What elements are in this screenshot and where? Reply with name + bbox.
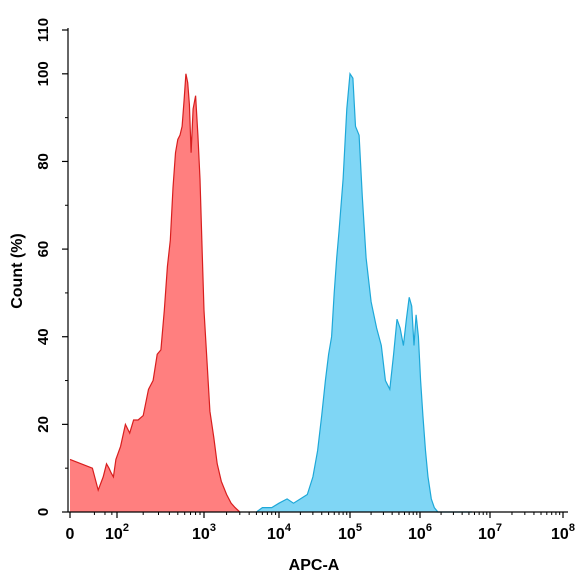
y-tick-label: 110 — [35, 18, 52, 42]
y-tick-label: 20 — [35, 416, 52, 433]
y-axis-title: Count (%) — [9, 233, 26, 309]
x-tick-label: 103 — [192, 522, 216, 543]
x-axis-title: APC-A — [289, 557, 340, 574]
series-2-area — [256, 73, 472, 513]
x-tick-label: 104 — [267, 522, 292, 543]
series-1-area — [70, 73, 240, 513]
y-tick-label: 60 — [35, 241, 52, 258]
y-tick-label: 80 — [35, 153, 52, 170]
x-tick-label: 106 — [408, 522, 432, 543]
series-1-line — [69, 73, 241, 513]
x-tick-label: 0 — [66, 526, 75, 543]
x-tick-label: 102 — [105, 522, 129, 543]
series-layer — [69, 72, 472, 513]
axis-layer — [67, 28, 568, 513]
y-tick-label: 100 — [35, 61, 52, 86]
tick-layer: 0 20 40 60 80 100 110 0 102 103 104 105 106 107 108 — [35, 18, 575, 543]
x-tick-label: 107 — [478, 522, 502, 543]
x-tick-label: 108 — [551, 522, 575, 543]
y-tick-label: 0 — [35, 508, 52, 516]
x-tick-label: 105 — [338, 522, 362, 543]
y-tick-label: 40 — [35, 328, 52, 345]
series-2-line — [256, 72, 472, 513]
